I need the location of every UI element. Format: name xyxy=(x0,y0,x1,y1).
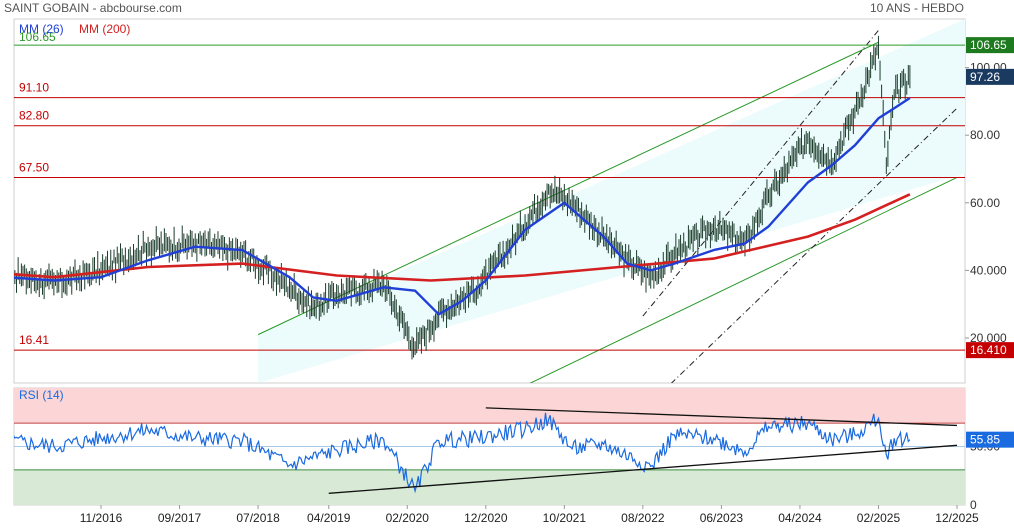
rsi-plot-area xyxy=(14,407,958,494)
x-tick-label: 04/2019 xyxy=(307,511,351,525)
resistance-tag: 106.65 xyxy=(970,38,1007,52)
level-label: 91.10 xyxy=(19,81,49,95)
rsi-line xyxy=(14,412,911,494)
channel-fill xyxy=(258,19,965,383)
level-label: 106.65 xyxy=(19,30,56,44)
x-tick-label: 06/2023 xyxy=(700,511,744,525)
ma200-line xyxy=(14,193,911,282)
ma26-line xyxy=(14,96,911,316)
last-price-tag-bg xyxy=(966,68,1014,85)
price-plot-area xyxy=(14,30,965,383)
x-tick-label: 10/2021 xyxy=(543,511,587,525)
x-tick-label: 08/2022 xyxy=(621,511,665,525)
x-tick-label: 04/2024 xyxy=(778,511,822,525)
y-tick-label: 40.000 xyxy=(970,263,1007,277)
chart-timeframe: 10 ANS - HEBDO xyxy=(869,1,964,15)
level-label: 16.41 xyxy=(19,333,49,347)
x-tick-label: 11/2016 xyxy=(80,511,123,525)
y-tick-label: 80.00 xyxy=(970,128,1000,142)
resistance-tag-bg xyxy=(966,37,1014,54)
x-tick-label: 12/2025 xyxy=(935,511,979,525)
x-tick-label: 07/2018 xyxy=(236,511,280,525)
legend-ma26: MM (26) xyxy=(19,22,64,36)
rsi-trendline-upper xyxy=(485,407,958,427)
x-tick-label: 12/2020 xyxy=(464,511,508,525)
y-tick-label: 20.000 xyxy=(970,331,1007,345)
rsi-value-tag: 55.85 xyxy=(970,433,1000,447)
channel-lower-line xyxy=(529,176,958,383)
dash-channel-upper-line xyxy=(642,30,879,317)
x-tick-label: 02/2020 xyxy=(386,511,430,525)
level-label: 67.50 xyxy=(19,160,49,174)
rsi-oversold-zone xyxy=(14,469,965,505)
support-tag-bg xyxy=(966,342,1014,359)
rsi-value-tag-bg xyxy=(966,431,1014,448)
x-tick-label: 02/2025 xyxy=(857,511,901,525)
chart-title: SAINT GOBAIN - abcbourse.com xyxy=(4,1,182,15)
x-tick-label: 09/2017 xyxy=(158,511,202,525)
legend-ma200: MM (200) xyxy=(79,22,130,36)
y-tick-label: 60.00 xyxy=(970,196,1000,210)
support-tag: 16.410 xyxy=(970,343,1007,357)
level-label: 82.80 xyxy=(19,109,49,123)
legend-rsi: RSI (14) xyxy=(19,388,64,402)
last-price-tag: 97.26 xyxy=(970,70,1000,84)
rsi-overbought-zone xyxy=(14,388,965,424)
rsi-trendline-lower xyxy=(328,444,958,494)
rsi-tick-label: 0 xyxy=(970,498,977,512)
